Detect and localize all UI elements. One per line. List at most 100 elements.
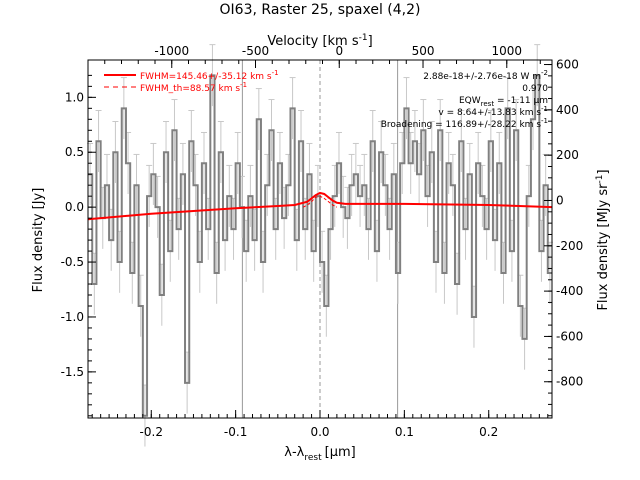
spectrum-point xyxy=(140,305,142,307)
top-tick-label: 0 xyxy=(335,44,343,58)
spectrum-point xyxy=(401,162,403,164)
spectrum-point xyxy=(270,129,272,131)
right-tick-label: 600 xyxy=(556,58,579,72)
spectrum-point xyxy=(502,272,504,274)
spectrum-point xyxy=(431,151,433,153)
spectrum-point xyxy=(317,195,319,197)
spectrum-point xyxy=(481,195,483,197)
spectrum-point xyxy=(397,272,399,274)
top-tick-label: -1000 xyxy=(154,44,189,58)
spectrum-point xyxy=(342,206,344,208)
spectrum-point xyxy=(410,162,412,164)
y-tick-label: 0.0 xyxy=(65,200,84,214)
top-tick-label: 1000 xyxy=(491,44,522,58)
spectrum-point xyxy=(545,184,547,186)
spectrum-point xyxy=(363,184,365,186)
spectrum-point xyxy=(186,382,188,384)
x-tick-label: -0.1 xyxy=(224,425,247,439)
spectrum-point xyxy=(490,140,492,142)
spectrum-point xyxy=(304,228,306,230)
fit-line xyxy=(87,191,553,221)
x-tick-label: -0.2 xyxy=(140,425,163,439)
spectrum-point xyxy=(389,228,391,230)
x-tick-label: 0.1 xyxy=(395,425,414,439)
legend-entry-fwhm: FWHM=145.46+/-35.12 km s-1 xyxy=(140,69,279,82)
spectrum-point xyxy=(321,261,323,263)
spectrum-point xyxy=(334,195,336,197)
top-tick-label: 500 xyxy=(412,44,435,58)
y-axis-label: Flux density [Jy] xyxy=(31,188,46,293)
spectrum-point xyxy=(507,107,509,109)
component-line xyxy=(302,195,338,208)
spectrum-point xyxy=(144,415,146,417)
spectrum-point xyxy=(292,107,294,109)
annotation-flux: 2.88e-18+/-2.76e-18 W m-2 xyxy=(423,69,548,82)
spectrum-point xyxy=(224,239,226,241)
spectrum-point xyxy=(216,272,218,274)
spectrum-point xyxy=(486,228,488,230)
spectrum-point xyxy=(346,217,348,219)
spectrum-point xyxy=(237,162,239,164)
right-tick-label: -400 xyxy=(556,284,583,298)
spectrum-point xyxy=(148,195,150,197)
spectrum-point xyxy=(380,151,382,153)
spectrum-point xyxy=(258,118,260,120)
spectrum-point xyxy=(515,129,517,131)
spectrum-point xyxy=(359,195,361,197)
spectrum-point xyxy=(199,261,201,263)
spectrum-point xyxy=(106,184,108,186)
right-tick-label: 200 xyxy=(556,148,579,162)
right-axis-label: Flux density [MJy sr-1] xyxy=(595,169,611,310)
x-axis-label-main: λ-λ xyxy=(284,445,304,460)
spectrum-point xyxy=(157,206,159,208)
y-tick-label: 0.5 xyxy=(65,145,84,159)
spectrum-point xyxy=(195,184,197,186)
x-axis-label-unit: [μm] xyxy=(325,445,356,460)
spectrum-point xyxy=(498,162,500,164)
spectrum-point xyxy=(313,250,315,252)
fit-annotations: 2.88e-18+/-2.76e-18 W m-2 0.970 EQWrest … xyxy=(381,69,549,130)
annotation-eqw: EQWrest = -1.11 μm xyxy=(459,96,548,108)
spectrum-point xyxy=(161,294,163,296)
spectrum-point xyxy=(233,228,235,230)
spectrum-point xyxy=(524,338,526,340)
spectrum-point xyxy=(165,151,167,153)
spectrum-point xyxy=(275,228,277,230)
spectrum-point xyxy=(173,129,175,131)
spectrum-point xyxy=(477,162,479,164)
y-tick-label: -1.5 xyxy=(61,365,84,379)
plot-area: -0.2 -0.1 0.0 0.1 0.2 -1000 -500 0 500 1000 -1.5 -1… xyxy=(61,44,583,447)
top-axis-label-main: Velocity [km s xyxy=(267,34,359,49)
spectrum-point xyxy=(249,195,251,197)
annotation-continuum: 0.970 xyxy=(522,84,548,94)
right-axis-label-end: ] xyxy=(596,169,611,174)
top-axis-label: Velocity [km s-1] xyxy=(267,33,372,49)
right-axis-label-sup: -1 xyxy=(595,175,605,184)
spectrum-point xyxy=(456,283,458,285)
annotation-velocity: v = 8.64+/-13.83 km s-1 xyxy=(438,105,548,118)
spectrum-point xyxy=(422,129,424,131)
right-tick-label: -200 xyxy=(556,239,583,253)
spectrum-point xyxy=(283,217,285,219)
chart-title: OI63, Raster 25, spaxel (4,2) xyxy=(220,2,421,18)
spectrum-point xyxy=(211,74,213,76)
top-axis-label-end: ] xyxy=(368,34,373,49)
spectrum-point xyxy=(127,162,129,164)
top-tick-label: -500 xyxy=(242,44,269,58)
x-axis-label: λ-λrest [μm] xyxy=(284,445,355,463)
spectrum-point xyxy=(549,272,551,274)
spectrum-point xyxy=(308,173,310,175)
y-tick-label: -1.0 xyxy=(61,310,84,324)
spectrum-point xyxy=(418,173,420,175)
annotation-broadening: Broadening = 116.89+/-28.22 km s-1 xyxy=(381,117,548,130)
spectrum-point xyxy=(98,140,100,142)
spectrum-point xyxy=(540,250,542,252)
spectrum-point xyxy=(182,173,184,175)
spectrum-point xyxy=(536,74,538,76)
legend-entry-fwhm-th: FWHM_th=88.57 km s-1 xyxy=(140,81,247,94)
spectrum-point xyxy=(405,107,407,109)
spectrum-point xyxy=(443,272,445,274)
spectrum-point xyxy=(123,107,125,109)
spectrum-point xyxy=(494,239,496,241)
